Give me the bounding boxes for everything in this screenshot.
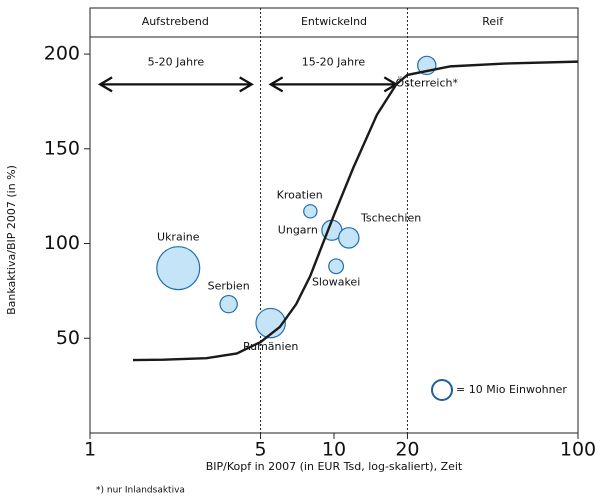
y-tick-label: 100 [44,232,80,254]
arrow-label: 5-20 Jahre [148,55,205,68]
x-tick-label: 1 [84,439,96,461]
arrow-head [268,76,284,93]
bubble [219,294,238,314]
x-tick-label: 100 [560,439,596,461]
y-tick-label: 50 [56,327,80,349]
phase-label: Aufstrebend [142,15,209,28]
bubble [303,204,318,219]
bubble [156,246,201,291]
bubble [328,258,345,275]
phase-label: Reif [482,15,504,28]
arrow-head [239,76,254,93]
bubble-label: Ukraine [157,231,200,244]
arrow-head [97,76,113,93]
bubble-label: Tschechien [360,212,421,225]
bubble-label: Serbien [208,280,250,293]
bubble-label: Kroatien [277,189,323,202]
bubble [255,307,286,339]
arrow-label: 15-20 Jahre [302,55,366,68]
x-tick-label: 10 [322,439,346,461]
bubble-label: Ungarn [278,223,318,236]
size-legend-circle [431,379,453,401]
footnote: *) nur Inlandsaktiva [96,486,185,496]
size-legend-label: = 10 Mio Einwohner [456,383,567,396]
x-tick-label: 20 [395,439,419,461]
x-tick-label: 5 [255,439,267,461]
y-tick-label: 200 [44,43,80,65]
x-axis-label: BIP/Kopf in 2007 (in EUR Tsd, log-skalie… [206,460,463,473]
curve [132,60,579,362]
bubble [338,227,360,249]
y-axis-label: Bankaktiva/BIP 2007 (in %) [5,165,18,315]
bubble-label: Slowakei [312,276,360,289]
bubble-label: Österreich* [396,77,459,90]
phase-label: Entwickelnd [301,15,367,28]
y-tick-label: 150 [44,137,80,159]
